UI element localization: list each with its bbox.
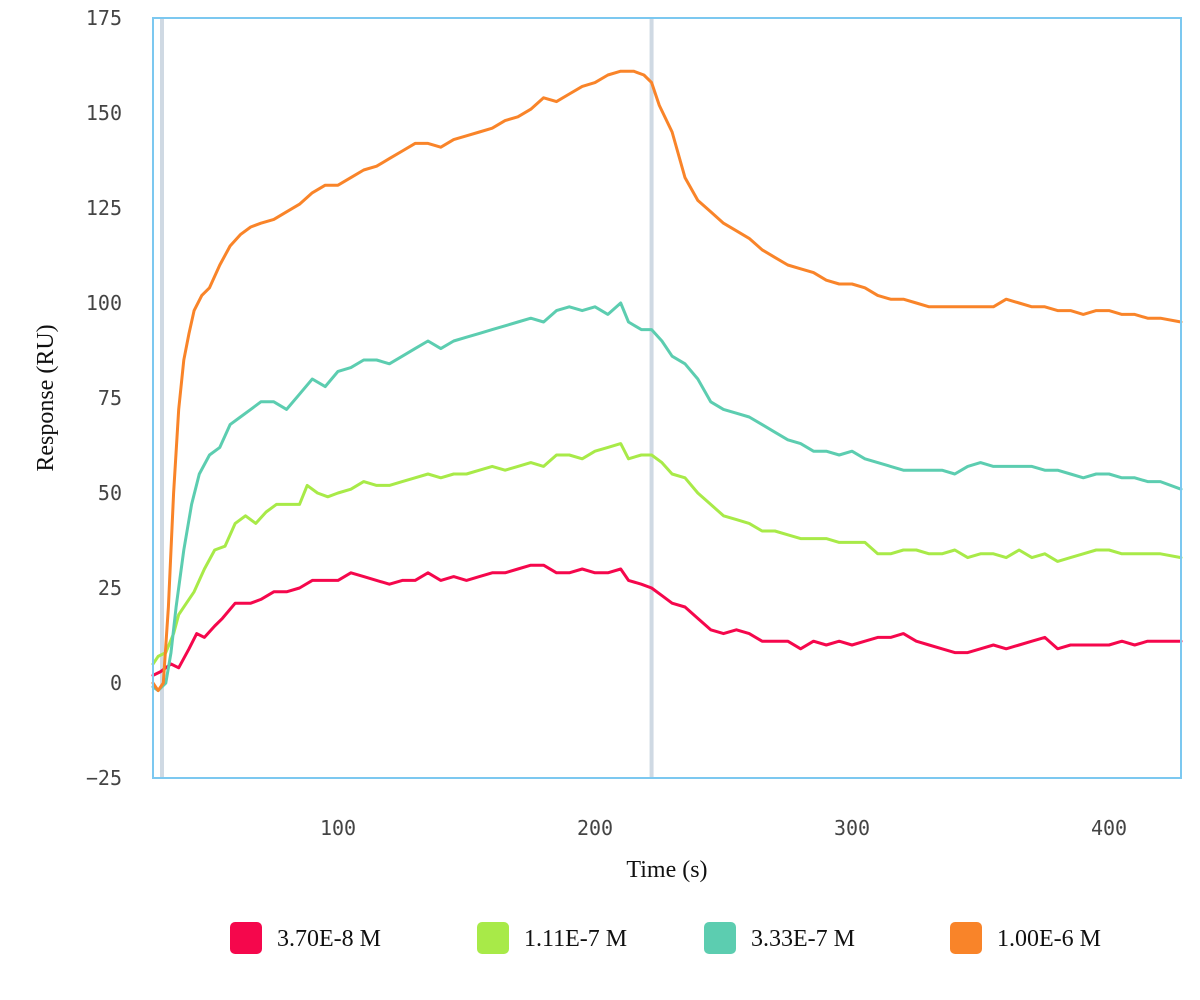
x-tick-label: 400	[1091, 816, 1127, 840]
y-tick-label: 175	[86, 6, 122, 30]
y-tick-label: 125	[86, 196, 122, 220]
legend-swatch-1	[230, 922, 262, 954]
y-axis-ticks: −25 0 25 50 75 100 125 150 175	[86, 6, 122, 790]
x-tick-label: 100	[320, 816, 356, 840]
vertical-markers	[159, 18, 654, 778]
legend: 3.70E-8 M 1.11E-7 M 3.33E-7 M 1.00E-6 M	[230, 922, 1101, 954]
legend-label-2: 1.11E-7 M	[524, 926, 627, 952]
series-line-2	[151, 442, 1183, 666]
series-line-3	[151, 301, 1183, 693]
plot-frame	[152, 17, 1182, 779]
legend-swatch-2	[477, 922, 509, 954]
x-axis-title: Time (s)	[626, 857, 707, 883]
legend-label-4: 1.00E-6 M	[997, 926, 1101, 952]
x-tick-label: 200	[577, 816, 613, 840]
series-layer	[151, 69, 1183, 693]
legend-swatch-3	[704, 922, 736, 954]
legend-label-1: 3.70E-8 M	[277, 926, 381, 952]
legend-swatch-4	[950, 922, 982, 954]
y-tick-label: 50	[98, 481, 122, 505]
y-tick-label: 25	[98, 576, 122, 600]
y-axis-title: Response (RU)	[33, 324, 59, 471]
legend-label-3: 3.33E-7 M	[751, 926, 855, 952]
x-tick-label: 300	[834, 816, 870, 840]
series-line-1	[151, 563, 1183, 677]
y-tick-label: 100	[86, 291, 122, 315]
x-axis-ticks: 100 200 300 400	[320, 816, 1127, 840]
y-tick-label: 75	[98, 386, 122, 410]
y-tick-label: 0	[110, 671, 122, 695]
series-line-4	[151, 69, 1183, 693]
y-tick-label: −25	[86, 766, 122, 790]
y-tick-label: 150	[86, 101, 122, 125]
